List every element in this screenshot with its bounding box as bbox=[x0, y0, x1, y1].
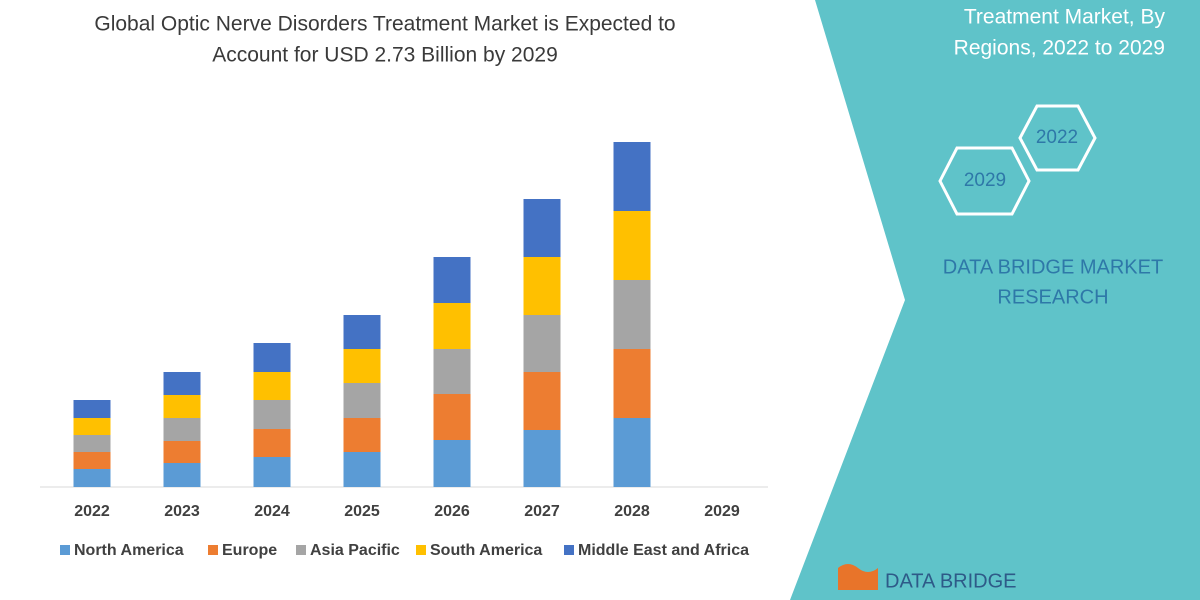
side-panel-bg bbox=[790, 0, 1200, 600]
logo-icon bbox=[838, 564, 878, 590]
bar-segment bbox=[433, 349, 471, 394]
x-tick-label: 2025 bbox=[344, 503, 380, 520]
bar-segment bbox=[343, 452, 381, 487]
bar-segment bbox=[253, 343, 291, 372]
x-tick-label: 2024 bbox=[254, 503, 290, 520]
logo-text: DATA BRIDGE bbox=[885, 570, 1017, 592]
bar-segment bbox=[613, 418, 651, 487]
bar-segment bbox=[613, 280, 651, 349]
brand-text: DATA BRIDGE MARKET bbox=[943, 256, 1163, 278]
legend-swatch bbox=[296, 545, 306, 555]
bar-segment bbox=[163, 372, 201, 395]
bar-segment bbox=[253, 429, 291, 457]
side-heading: Treatment Market, By bbox=[964, 6, 1166, 29]
chart-title: Global Optic Nerve Disorders Treatment M… bbox=[94, 13, 675, 36]
badge-label: 2029 bbox=[964, 170, 1006, 191]
bar-segment bbox=[433, 394, 471, 440]
legend-label: South America bbox=[430, 542, 542, 559]
bar-segment bbox=[73, 435, 111, 452]
bar-segment bbox=[163, 418, 201, 441]
legend-label: Asia Pacific bbox=[310, 542, 400, 559]
x-tick-label: 2027 bbox=[524, 503, 560, 520]
side-heading: Regions, 2022 to 2029 bbox=[954, 37, 1165, 60]
bar-segment bbox=[523, 315, 561, 372]
brand-text: RESEARCH bbox=[997, 286, 1108, 308]
bar-segment bbox=[73, 452, 111, 469]
bar-segment bbox=[343, 349, 381, 383]
legend-swatch bbox=[60, 545, 70, 555]
bar-segment bbox=[613, 142, 651, 211]
legend-label: North America bbox=[74, 542, 184, 559]
bar-segment bbox=[253, 457, 291, 487]
bar-segment bbox=[73, 400, 111, 418]
bar-segment bbox=[253, 400, 291, 429]
bar-segment bbox=[613, 349, 651, 418]
bar-segment bbox=[523, 199, 561, 257]
bar-segment bbox=[523, 372, 561, 430]
bar-segment bbox=[523, 257, 561, 315]
legend-label: Middle East and Africa bbox=[578, 542, 749, 559]
bar-segment bbox=[343, 383, 381, 418]
bar-segment bbox=[163, 441, 201, 463]
bar-segment bbox=[163, 463, 201, 487]
x-tick-label: 2026 bbox=[434, 503, 470, 520]
bar-segment bbox=[343, 418, 381, 452]
bar-segment bbox=[73, 418, 111, 435]
bar-segment bbox=[433, 303, 471, 349]
legend-swatch bbox=[208, 545, 218, 555]
bar-segment bbox=[433, 257, 471, 303]
x-tick-label: 2028 bbox=[614, 503, 650, 520]
badge-label: 2022 bbox=[1036, 127, 1078, 148]
bar-segment bbox=[163, 395, 201, 418]
bar-segment bbox=[253, 372, 291, 400]
bar-segment bbox=[433, 440, 471, 487]
bar-segment bbox=[523, 430, 561, 487]
x-tick-label: 2022 bbox=[74, 503, 110, 520]
legend-swatch bbox=[564, 545, 574, 555]
chart-title: Account for USD 2.73 Billion by 2029 bbox=[212, 44, 558, 67]
bar-segment bbox=[343, 315, 381, 349]
bar-segment bbox=[73, 469, 111, 487]
hexagon bbox=[938, 146, 1031, 216]
hexagon bbox=[1018, 104, 1097, 172]
x-tick-label: 2029 bbox=[704, 503, 740, 520]
x-tick-label: 2023 bbox=[164, 503, 200, 520]
bar-segment bbox=[613, 211, 651, 280]
legend-label: Europe bbox=[222, 542, 277, 559]
legend-swatch bbox=[416, 545, 426, 555]
